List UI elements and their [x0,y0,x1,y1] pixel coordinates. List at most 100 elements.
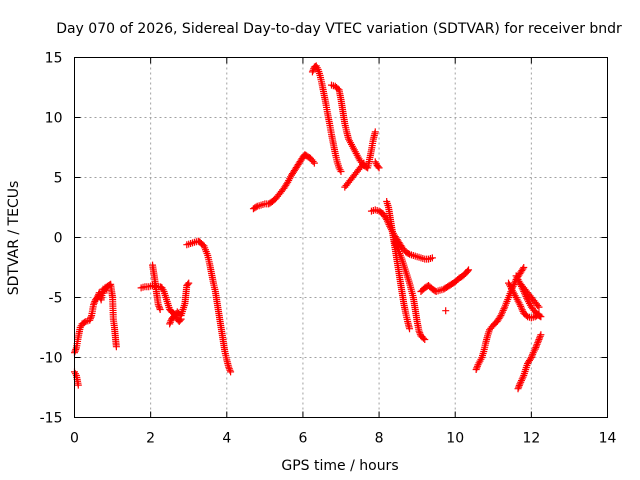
data-point [416,329,424,337]
data-point [531,345,539,353]
data-point [498,310,506,318]
y-axis-label: SDTVAR / TECUs [6,181,22,296]
data-point [155,302,163,310]
data-point [517,282,525,290]
data-point [166,320,174,328]
data-point [500,305,508,313]
data-point [520,288,528,295]
data-point [309,158,317,165]
data-point [515,383,523,391]
data-point [529,350,537,358]
data-point [519,373,527,381]
data-point [534,337,542,345]
data-point [517,281,525,289]
data-point [156,304,164,312]
data-point [419,334,427,342]
data-point [472,366,480,373]
data-point [337,168,345,175]
data-point [310,159,318,167]
data-point [523,294,531,302]
data-point [521,291,529,299]
data-point [536,334,544,342]
plot-frame [74,57,608,418]
x-tick-label: 10 [446,431,464,447]
data-point [176,316,184,324]
data-point [225,365,233,373]
data-point [156,306,164,313]
data-point [166,318,174,326]
data-point [517,378,525,386]
data-point [81,318,89,326]
data-point [516,380,524,388]
data-point [496,313,504,321]
data-point [497,312,505,319]
data-point [517,377,525,385]
data-point [390,237,398,245]
data-point [392,240,400,248]
data-point [536,332,544,340]
data-point [532,344,540,351]
data-point [533,340,541,348]
y-tick-label: -15 [40,411,63,427]
data-point [528,352,536,360]
data-point [514,385,522,393]
data-point [415,327,423,335]
data-point [519,265,527,273]
data-point [473,362,481,370]
data-point [464,267,472,275]
data-point [404,250,412,257]
data-point [537,331,545,339]
data-point [520,264,528,271]
x-tick-label: 2 [146,431,155,447]
data-point [421,336,429,343]
data-point [226,366,234,374]
x-tick-label: 0 [70,431,79,447]
data-point [518,375,526,383]
data-point [86,316,94,324]
y-tick-labels: -15 -10 -5 0 5 10 15 [40,51,63,427]
x-tick-label: 6 [298,431,307,447]
data-point [534,339,542,347]
data-point [515,382,523,389]
data-point [359,161,367,169]
data-point [537,313,545,321]
data-point [442,307,450,315]
data-point [308,68,316,76]
data-point [532,342,540,350]
data-point [406,325,414,333]
y-tick-label: 5 [54,171,63,187]
data-point [72,346,80,353]
data-point [90,301,98,309]
data-point [516,301,524,309]
data-point [185,279,193,287]
data-point [465,266,473,274]
data-point [391,239,399,247]
data-point [71,347,79,355]
data-point [86,315,94,323]
data-point [517,302,525,310]
data-point [428,254,436,262]
data-point [535,303,543,311]
data-point [71,370,79,378]
x-tick-label: 4 [222,431,231,447]
y-tick-label: 10 [45,111,63,127]
data-point [526,355,534,363]
y-tick-label: -10 [40,351,63,367]
data-series [71,62,545,393]
data-point [360,159,368,167]
data-point [374,163,382,171]
data-point [334,85,342,93]
data-point [518,284,526,292]
x-tick-label: 12 [522,431,540,447]
data-point [227,368,235,376]
data-point [393,242,401,250]
data-point [103,286,111,294]
x-axis-label: GPS time / hours [281,458,398,474]
data-point [527,354,535,361]
y-tick-label: 0 [54,231,63,247]
data-point [499,306,507,314]
data-point [535,336,543,343]
chart-title: Day 070 of 2026, Sidereal Day-to-day VTE… [56,21,622,37]
x-tick-label: 8 [375,431,384,447]
data-point [184,280,192,288]
